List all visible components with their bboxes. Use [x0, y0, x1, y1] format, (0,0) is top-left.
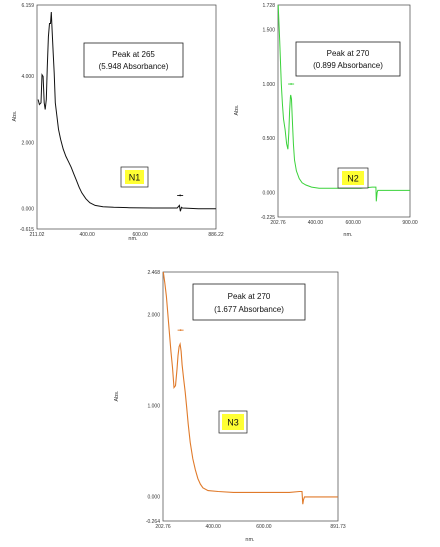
- y-tick-label-n3: 1.000: [147, 404, 160, 410]
- peak-marker-dot-n3: [179, 329, 182, 332]
- sample-tag-n1: N1: [120, 166, 149, 188]
- x-tick-label-n2: 600.00: [346, 220, 362, 226]
- x-tick-label-n1: 886.22: [208, 232, 224, 238]
- peak-marker-dot-n1: [179, 194, 182, 197]
- y-tick-labels-n2: 1.728 1.500 1.000 0.500 0.000 -0.225: [261, 3, 275, 221]
- x-tick-label-n1: 400.00: [79, 232, 95, 238]
- chart-panel-n1: 6.159 4.000 2.000 0.000 -0.615 211.02 400.00 6…: [12, 3, 224, 242]
- plot-frame-n1: [36, 4, 217, 230]
- peak-marker-dot-n2: [290, 83, 293, 85]
- y-tick-label-n1: 6.159: [21, 3, 34, 9]
- spectrum-line-n2: [277, 4, 410, 202]
- y-tick-labels-n1: 6.159 4.000 2.000 0.000 -0.615: [20, 3, 34, 233]
- y-tick-labels-n3: 2.468 2.000 1.000 0.000 -0.264: [146, 270, 160, 525]
- y-tick-label-n2: 1.500: [262, 28, 275, 34]
- peak-marker-n1: [177, 194, 184, 197]
- spectrum-line-n3: [162, 271, 338, 505]
- annotation-line2-n1: (5.948 Absorbance): [99, 62, 169, 71]
- y-tick-label-n3: 2.468: [147, 270, 160, 276]
- x-tick-label-n3: 891.73: [330, 524, 346, 530]
- x-tick-labels-n3: 202.76 400.00 600.00 891.73: [155, 524, 346, 530]
- x-tick-label-n2: 900.00: [402, 220, 418, 226]
- annotation-line2-n3: (1.677 Absorbance): [214, 305, 284, 314]
- y-tick-label-n1: -0.615: [20, 227, 34, 233]
- y-tick-label-n1: 4.000: [21, 74, 34, 80]
- sample-tag-label-n1: N1: [129, 173, 141, 183]
- x-tick-label-n1: 600.00: [132, 232, 148, 238]
- chart-panel-n2: 1.728 1.500 1.000 0.500 0.000 -0.225 202.76 40…: [234, 3, 418, 238]
- annotation-line1-n3: Peak at 270: [228, 292, 271, 301]
- x-axis-label-n2: nm.: [343, 232, 353, 238]
- annotation-line2-n2: (0.899 Absorbance): [313, 61, 383, 70]
- sample-tag-label-n2: N2: [347, 174, 359, 184]
- y-tick-label-n2: 0.000: [262, 190, 275, 196]
- y-tick-label-n2: 1.728: [262, 3, 275, 9]
- x-axis-label-n3: nm.: [245, 537, 255, 543]
- annotation-box-n2: Peak at 270 (0.899 Absorbance): [295, 41, 401, 77]
- peak-marker-n2: [288, 83, 295, 85]
- y-tick-label-n2: 1.000: [262, 82, 275, 88]
- annotation-box-n3: Peak at 270 (1.677 Absorbance): [192, 283, 306, 321]
- y-tick-label-n1: 0.000: [21, 206, 34, 212]
- x-tick-label-n2: 400.00: [308, 220, 324, 226]
- x-tick-label-n2: 202.76: [270, 220, 286, 226]
- x-tick-labels-n1: 211.02 400.00 600.00 886.22: [30, 232, 224, 238]
- annotation-line1-n2: Peak at 270: [327, 49, 370, 58]
- y-axis-label-n1: Abs.: [12, 110, 18, 121]
- x-tick-label-n3: 400.00: [205, 524, 221, 530]
- x-tick-labels-n2: 202.76 400.00 600.00 900.00: [270, 220, 418, 226]
- annotation-line1-n1: Peak at 265: [112, 50, 155, 59]
- x-tick-label-n1: 211.02: [30, 232, 45, 238]
- y-tick-label-n3: 0.000: [147, 495, 160, 501]
- chart-panel-n3: 2.468 2.000 1.000 0.000 -0.264 202.76 400.00 6…: [114, 270, 346, 543]
- sample-tag-n3: N3: [218, 410, 248, 434]
- y-axis-label-n3: Abs.: [114, 390, 120, 401]
- sample-tag-label-n3: N3: [227, 418, 239, 428]
- x-tick-label-n3: 202.76: [155, 524, 171, 530]
- y-tick-label-n2: -0.225: [261, 215, 275, 221]
- peak-marker-n3: [177, 329, 184, 332]
- y-tick-label-n3: -0.264: [146, 519, 160, 525]
- sample-tag-n2: N2: [337, 167, 369, 189]
- y-tick-label-n1: 2.000: [21, 140, 34, 146]
- annotation-box-n1: Peak at 265 (5.948 Absorbance): [83, 42, 184, 78]
- x-tick-label-n3: 600.00: [256, 524, 272, 530]
- y-axis-label-n2: Abs.: [234, 104, 240, 115]
- y-tick-label-n2: 0.500: [262, 136, 275, 142]
- x-axis-label-n1: nm.: [128, 236, 138, 242]
- spectrum-line-n1: [37, 11, 216, 212]
- y-tick-label-n3: 2.000: [147, 312, 160, 318]
